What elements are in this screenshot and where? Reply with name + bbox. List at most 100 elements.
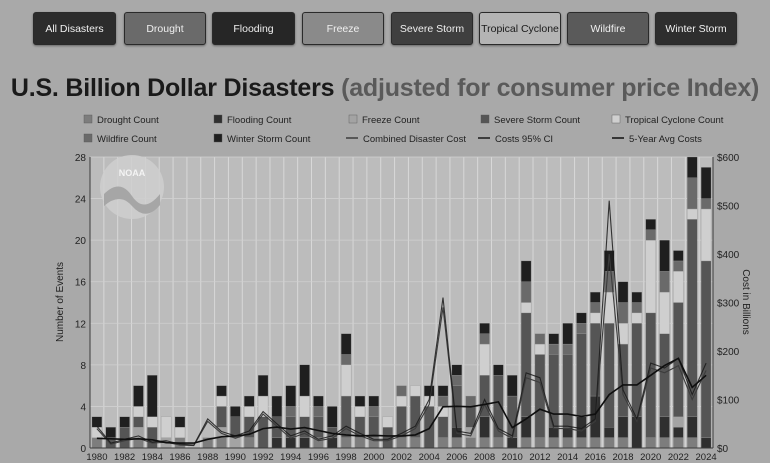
bar-segment (479, 343, 490, 376)
bar-segment (617, 302, 629, 324)
bar-segment (216, 437, 227, 449)
bar-segment (673, 271, 684, 303)
bar-segment (147, 375, 158, 417)
bar-segment (368, 406, 379, 417)
bar-segment (645, 229, 656, 241)
bar-segment (368, 416, 379, 438)
legend-swatch (348, 114, 358, 124)
noaa-logo (100, 155, 164, 219)
bar-segment (216, 406, 227, 428)
filter-winter-storm-button[interactable]: Winter Storm (655, 12, 737, 45)
bar-segment (133, 385, 144, 407)
legend-swatch (83, 133, 93, 143)
bar-segment (659, 333, 670, 417)
y2-tick-label: $300 (717, 299, 740, 310)
bar-segment (465, 437, 476, 449)
bar-segment (133, 416, 144, 428)
bar-segment (576, 312, 587, 324)
bar-segment (437, 416, 449, 438)
bar-segment (659, 239, 670, 272)
bar-segment (700, 437, 712, 449)
bar-segment (479, 333, 490, 345)
bar-segment (424, 385, 435, 397)
bar-segment (590, 291, 601, 303)
bar-segment (244, 437, 255, 449)
x-tick-label: 1994 (280, 452, 301, 463)
bar-segment (451, 364, 463, 376)
bar-segment (396, 437, 407, 449)
bar-segment (687, 437, 698, 449)
bar-segment (285, 437, 296, 449)
chart-title: U.S. Billion Dollar Disasters (adjusted … (0, 74, 770, 103)
legend-label: Drought Count (97, 115, 159, 126)
bar-segment (562, 343, 573, 355)
filter-tropical-cyclone-button[interactable]: Tropical Cyclone (479, 12, 561, 45)
y2-tick-label: $200 (717, 347, 740, 358)
bar-segment (576, 416, 587, 438)
filter-flooding-button[interactable]: Flooding (212, 12, 295, 45)
legend-label: Wildfire Count (97, 134, 157, 145)
bar-segment (354, 395, 366, 407)
bar-segment (340, 354, 352, 366)
legend-label: Tropical Cyclone Count (625, 115, 724, 126)
bar-segment (590, 437, 601, 449)
bar-segment (659, 291, 670, 334)
bar-segment (673, 437, 684, 449)
bar-segment (687, 156, 698, 178)
y-tick-label: 16 (75, 278, 87, 289)
legend-label: Flooding Count (227, 115, 292, 126)
chart-title-paren: (adjusted for consumer price Index) (341, 74, 760, 102)
bar-segment (174, 416, 186, 428)
x-tick-label: 1988 (197, 452, 218, 463)
bar-segment (645, 219, 656, 230)
x-tick-label: 2024 (696, 452, 717, 463)
filter-all-disasters-button[interactable]: All Disasters (33, 12, 116, 45)
bar-segment (410, 437, 421, 449)
bar-segment (493, 364, 504, 376)
filter-wildfire-button[interactable]: Wildfire (567, 12, 649, 45)
bar-segment (244, 395, 255, 407)
cost-line (96, 200, 707, 446)
bar-segment (576, 437, 587, 449)
bar-segment (437, 395, 449, 407)
bar-segment (257, 416, 269, 449)
bar-segment (673, 260, 684, 272)
filter-freeze-button[interactable]: Freeze (302, 12, 384, 45)
filter-drought-button[interactable]: Drought (124, 12, 206, 45)
x-tick-label: 2000 (363, 452, 384, 463)
bar-segment (396, 385, 407, 397)
bar-segment (604, 427, 615, 438)
bar-segment (590, 312, 601, 324)
x-tick-label: 1982 (114, 452, 135, 463)
bar-segment (354, 406, 366, 417)
bar-segment (368, 395, 379, 407)
x-tick-label: 1986 (169, 452, 190, 463)
y2-tick-label: $600 (717, 153, 740, 164)
bar-segment (437, 385, 449, 397)
y2-tick-label: $0 (717, 444, 729, 455)
bar-segment (534, 343, 546, 355)
bar-segment (659, 437, 670, 449)
bar-segment (465, 395, 476, 407)
x-tick-label: 1990 (225, 452, 246, 463)
filter-severe-storm-button[interactable]: Severe Storm (391, 12, 473, 45)
bar-segment (285, 385, 296, 407)
legend-label: Severe Storm Count (494, 115, 580, 126)
y-tick-label: 24 (75, 195, 87, 206)
bar-segment (590, 302, 601, 314)
bar-segment (105, 427, 116, 438)
bar-segment (673, 427, 684, 438)
x-tick-label: 2004 (419, 452, 440, 463)
legend-swatch (83, 114, 93, 124)
legend-swatch (480, 114, 490, 124)
bar-segment (493, 437, 504, 449)
bar-segment (520, 260, 532, 282)
disaster-filter-bar: All Disasters Drought Flooding Freeze Se… (0, 0, 770, 56)
x-tick-label: 2016 (585, 452, 606, 463)
y-tick-label: 4 (80, 402, 86, 413)
bar-segment (299, 437, 310, 449)
bar-segment (216, 395, 227, 407)
bar-segment (479, 437, 490, 449)
x-tick-label: 2014 (557, 452, 578, 463)
